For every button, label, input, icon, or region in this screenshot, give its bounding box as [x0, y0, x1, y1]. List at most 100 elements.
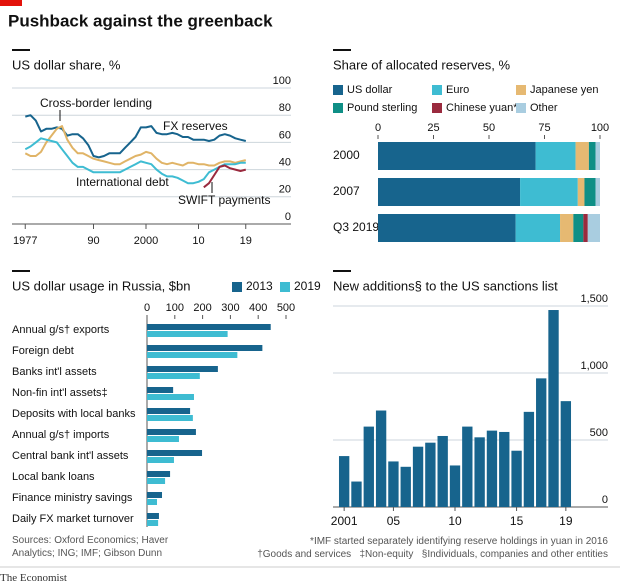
bar-segment — [560, 214, 574, 242]
x-tick-label: 05 — [387, 514, 401, 528]
bar-segment — [595, 178, 600, 206]
y-tick-label: 60 — [279, 129, 291, 141]
bar-segment — [575, 142, 589, 170]
bar — [412, 446, 424, 507]
category-label: Daily FX market turnover — [12, 513, 134, 525]
y-tick-label: 1,000 — [580, 360, 608, 372]
bar-segment — [573, 214, 584, 242]
y-tick-label: 40 — [279, 157, 291, 169]
panel-title: New additions§ to the US sanctions list — [333, 278, 558, 293]
bar — [462, 426, 473, 507]
bar — [147, 450, 203, 456]
x-tick-label: 19 — [559, 514, 573, 528]
category-label: Banks int'l assets — [12, 366, 97, 378]
x-tick-label: 100 — [591, 122, 609, 134]
bar-segment — [515, 214, 561, 242]
x-tick-label: 100 — [166, 302, 184, 314]
bar — [147, 324, 271, 330]
bar — [499, 431, 510, 507]
panel-title: US dollar share, % — [12, 57, 121, 72]
y-tick-label: 0 — [602, 494, 608, 506]
legend-swatch — [432, 85, 442, 95]
x-tick-label: 1977 — [13, 235, 37, 247]
bar — [437, 435, 448, 507]
category-label: Annual g/s† imports — [12, 429, 110, 441]
legend-swatch — [516, 103, 526, 113]
x-tick-label: 2000 — [134, 235, 158, 247]
bar-segment — [583, 214, 588, 242]
x-tick-label: 10 — [192, 235, 204, 247]
bar-segment — [520, 178, 578, 206]
bar — [486, 430, 498, 507]
bar — [147, 387, 174, 393]
bar — [338, 456, 350, 507]
bar — [147, 345, 263, 351]
panel-bar — [333, 49, 351, 51]
category-label: Q3 2019 — [333, 220, 379, 234]
footnote: §Individuals, companies and other entiti… — [421, 549, 608, 560]
category-label: Deposits with local banks — [12, 408, 136, 420]
x-tick-label: 0 — [144, 302, 150, 314]
bar — [474, 437, 485, 507]
bar — [147, 436, 179, 442]
category-label: Central bank int'l assets — [12, 450, 129, 462]
bar-segment — [587, 214, 600, 242]
bar — [147, 366, 218, 372]
legend-swatch — [280, 282, 290, 292]
bar — [147, 373, 200, 379]
panel-title: US dollar usage in Russia, $bn — [12, 278, 191, 293]
footnote: *IMF started separately identifying rese… — [310, 536, 608, 547]
footnote: †Goods and services — [257, 549, 352, 560]
bar — [449, 465, 461, 507]
x-tick-label: 2001 — [331, 514, 358, 528]
bar — [536, 378, 547, 507]
legend-swatch — [516, 85, 526, 95]
y-tick-label: 0 — [285, 211, 291, 223]
x-tick-label: 400 — [249, 302, 267, 314]
legend-swatch — [432, 103, 442, 113]
bar — [548, 310, 559, 507]
x-tick-label: 0 — [375, 122, 381, 134]
bar — [523, 411, 535, 507]
series-label: SWIFT payments — [178, 193, 270, 207]
bar — [511, 450, 522, 507]
panel-title: Share of allocated reserves, % — [333, 57, 510, 72]
legend-label: Pound sterling — [347, 102, 417, 114]
series-label: Cross-border lending — [40, 96, 152, 110]
red-tag — [0, 0, 22, 6]
legend-label: 2013 — [246, 279, 273, 293]
bar — [351, 481, 362, 507]
bar — [147, 457, 174, 463]
bar — [400, 466, 411, 507]
x-tick-label: 300 — [221, 302, 239, 314]
footnotes: †Goods and services ‡Non-equity §Individ… — [257, 548, 608, 561]
x-tick-label: 19 — [240, 235, 252, 247]
bar — [147, 415, 193, 421]
bar — [363, 426, 374, 507]
panel-bar — [12, 270, 30, 272]
x-tick-label: 10 — [448, 514, 462, 528]
category-label: Annual g/s† exports — [12, 324, 110, 336]
y-tick-label: 1,500 — [580, 293, 608, 305]
legend-swatch — [333, 85, 343, 95]
legend-label: Chinese yuan* — [446, 102, 518, 114]
series-label: FX reserves — [163, 119, 228, 133]
bar-segment — [577, 178, 585, 206]
footnote: ‡Non-equity — [359, 549, 414, 560]
legend-label: US dollar — [347, 84, 393, 96]
legend-swatch — [232, 282, 242, 292]
bar — [147, 471, 171, 477]
bar — [147, 513, 159, 519]
x-tick-label: 200 — [193, 302, 211, 314]
bar — [147, 492, 163, 498]
series-line — [203, 164, 247, 189]
category-label: 2000 — [333, 148, 360, 162]
x-tick-label: 90 — [87, 235, 99, 247]
brand: The Economist — [0, 572, 67, 584]
page-title: Pushback against the greenback — [8, 11, 273, 30]
category-label: Local bank loans — [12, 471, 95, 483]
bar — [147, 499, 158, 505]
bar — [388, 461, 399, 507]
